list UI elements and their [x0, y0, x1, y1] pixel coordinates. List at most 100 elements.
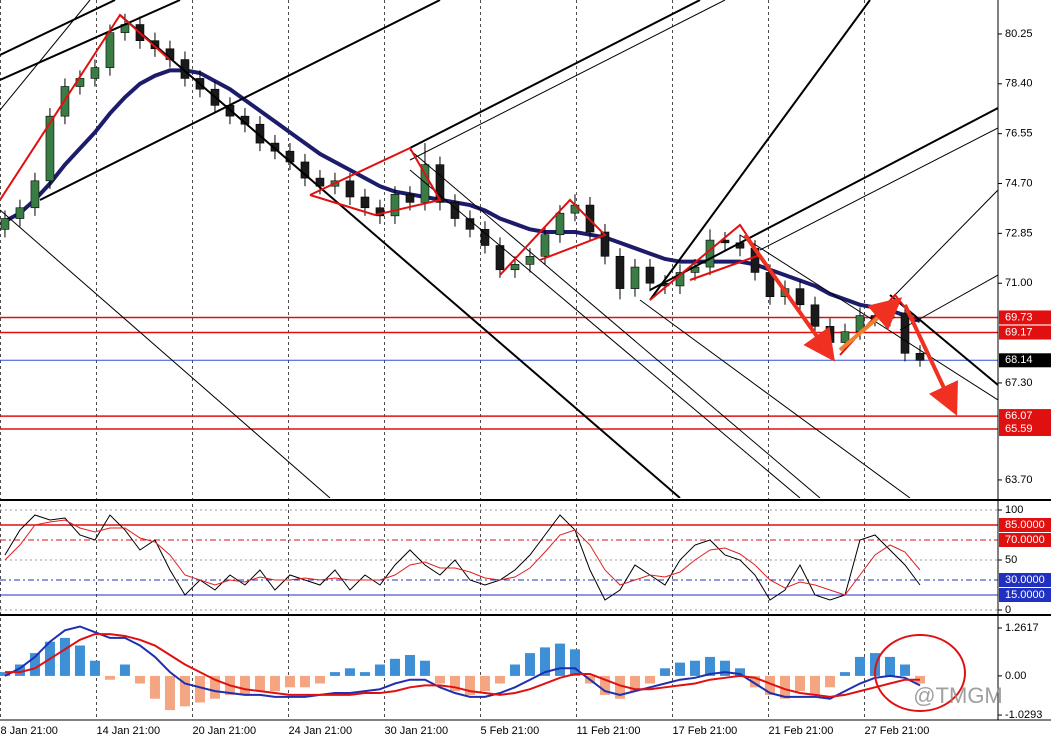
- pattern-line: [499, 198, 607, 276]
- trend-line: [119, 14, 681, 498]
- histogram-bar: [479, 675, 490, 692]
- x-tick-label: 27 Feb 21:00: [864, 725, 929, 737]
- histogram-bar: [404, 655, 415, 676]
- level-label: 69.17: [1005, 326, 1033, 338]
- candle-body: [15, 207, 25, 219]
- histogram-bar: [344, 668, 355, 676]
- trend-line: [0, 0, 91, 111]
- histogram-bar: [434, 675, 445, 684]
- histogram-bar: [59, 637, 70, 676]
- candle-body: [450, 202, 460, 219]
- trend-line: [899, 274, 998, 331]
- histogram-bar: [809, 675, 820, 695]
- histogram-bar: [29, 653, 40, 676]
- trend-line: [0, 209, 331, 498]
- x-tick-label: 11 Feb 21:00: [576, 725, 640, 737]
- trend-line: [759, 127, 998, 251]
- histogram-bar: [209, 675, 220, 699]
- y-tick-label: 50: [1005, 554, 1017, 566]
- histogram-bar: [599, 675, 610, 695]
- y-tick-label: 100: [1005, 504, 1023, 516]
- candle-body: [630, 266, 640, 289]
- y-tick-label: 0.00: [1005, 670, 1026, 682]
- histogram-bar: [614, 675, 625, 699]
- candle-body: [0, 218, 10, 230]
- histogram-bar: [449, 675, 460, 692]
- level-box: [999, 588, 1051, 602]
- histogram-bar: [719, 660, 730, 676]
- x-tick-label: 17 Feb 21:00: [672, 725, 737, 737]
- histogram-bar: [689, 660, 700, 676]
- histogram-bar: [74, 645, 85, 676]
- histogram-bar: [164, 675, 175, 711]
- pattern-line: [0, 13, 171, 201]
- histogram-bar: [629, 675, 640, 692]
- candle-body: [810, 304, 820, 327]
- trend-line: [409, 149, 821, 498]
- histogram-bar: [779, 675, 790, 699]
- y-tick-label: 71.00: [1005, 277, 1033, 289]
- y-tick-label: 76.55: [1005, 128, 1033, 140]
- candle-body: [180, 59, 190, 79]
- level-label: 68.14: [1005, 354, 1033, 366]
- histogram-bar: [314, 675, 325, 684]
- candle-body: [495, 245, 505, 271]
- x-tick-label: 30 Jan 21:00: [384, 725, 448, 737]
- candle-body: [405, 193, 415, 203]
- watermark: @TMGM: [913, 683, 1003, 708]
- trend-line: [409, 0, 701, 149]
- histogram-bar: [824, 675, 835, 688]
- histogram-bar: [269, 675, 280, 692]
- plot-area: [0, 0, 998, 720]
- candle-body: [90, 67, 100, 79]
- trend-line: [649, 107, 998, 291]
- candle-body: [525, 255, 535, 265]
- histogram-bar: [569, 649, 580, 676]
- x-tick-label: 5 Feb 21:00: [480, 725, 539, 737]
- candle-body: [885, 312, 895, 319]
- histogram-bar: [659, 668, 670, 676]
- x-tick-label: 8 Jan 21:00: [0, 725, 58, 737]
- histogram-bar: [239, 675, 250, 695]
- level-label: 69.73: [1005, 311, 1033, 323]
- y-tick-label: 72.85: [1005, 227, 1033, 239]
- y-tick-label: 63.70: [1005, 474, 1033, 486]
- level-box: [999, 325, 1051, 340]
- y-tick-label: 80.25: [1005, 28, 1033, 40]
- x-tick-label: 20 Jan 21:00: [192, 725, 256, 737]
- level-box: [999, 310, 1051, 325]
- trend-line: [409, 0, 726, 161]
- trend-line: [0, 0, 181, 81]
- trend-line: [649, 0, 871, 301]
- candle-body: [900, 312, 910, 354]
- histogram-bar: [854, 656, 865, 676]
- candle-body: [915, 352, 925, 361]
- histogram-bar: [554, 643, 565, 676]
- candle-body: [375, 207, 385, 217]
- trend-line: [0, 0, 116, 56]
- histogram-bar: [884, 656, 895, 676]
- histogram-bar: [374, 664, 385, 676]
- histogram-bar: [839, 672, 850, 676]
- histogram-bar: [104, 675, 115, 680]
- level-box: [999, 353, 1051, 368]
- histogram-bar: [464, 675, 475, 695]
- candle-body: [540, 234, 550, 257]
- candle-body: [555, 212, 565, 236]
- arrow: [838, 297, 903, 352]
- arrow: [903, 304, 958, 416]
- candle-body: [825, 326, 835, 343]
- candle-body: [105, 32, 115, 68]
- histogram-bar: [359, 672, 370, 676]
- series-line: [4, 633, 920, 698]
- pattern-line: [309, 146, 442, 217]
- histogram-bar: [14, 664, 25, 676]
- histogram-bar: [329, 672, 340, 676]
- level-label: 15.0000: [1005, 589, 1045, 601]
- candle-body: [45, 115, 55, 182]
- candle-body: [420, 164, 430, 203]
- arrow: [743, 233, 835, 362]
- trend-line: [889, 189, 998, 301]
- histogram-bar: [194, 675, 205, 703]
